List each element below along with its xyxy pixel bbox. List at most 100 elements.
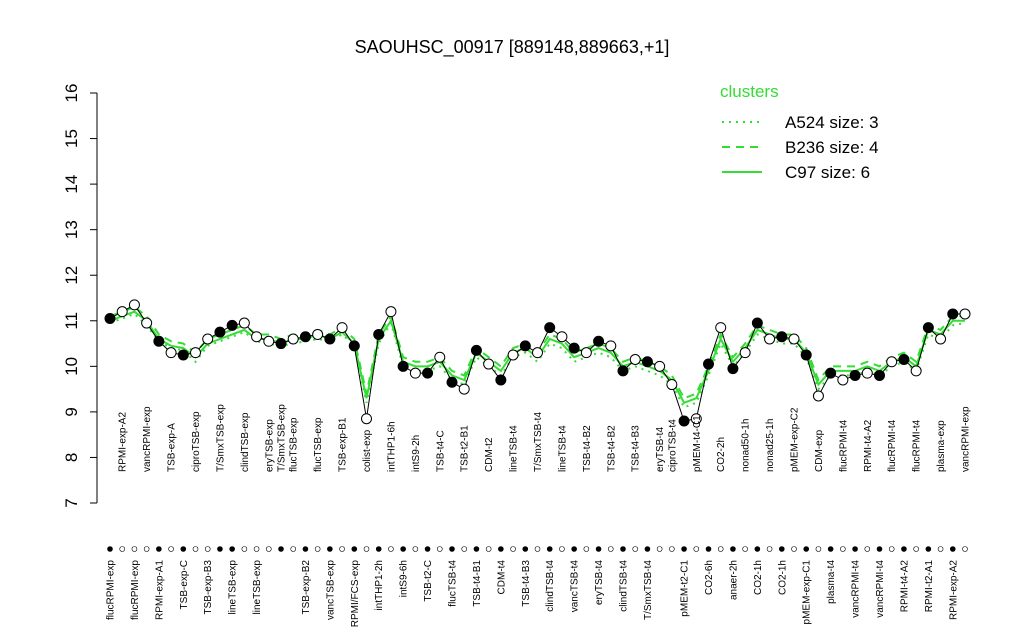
x-tick-label: vancRPMI-exp — [961, 406, 972, 472]
sample-dot — [143, 546, 150, 552]
x-tick-label: vancTSB-exp — [325, 560, 336, 620]
data-point — [727, 363, 739, 375]
data-point — [202, 333, 214, 345]
x-tick-label: flucRPMI-t4 — [912, 419, 923, 472]
legend-label: A524 size: 3 — [785, 113, 879, 132]
sample-dot — [595, 546, 602, 552]
sample-dot — [888, 546, 895, 552]
sample-dot — [766, 546, 773, 552]
x-tick-label: TSB-exp-B3 — [203, 560, 214, 615]
x-tick-label: TSB-t4-C — [435, 430, 446, 472]
x-tick-label: ciproTSB-t4 — [667, 419, 678, 472]
x-tick-label: RPMI-t2-A1 — [924, 560, 935, 613]
sample-dot — [510, 546, 516, 552]
data-point — [641, 356, 653, 368]
data-point — [104, 313, 116, 324]
sample-dot — [534, 546, 541, 552]
sample-dot — [656, 546, 663, 552]
sample-dot — [412, 546, 419, 552]
sample-dot — [962, 546, 968, 552]
data-point — [947, 308, 959, 320]
sample-dot — [681, 546, 687, 552]
x-tick-label: flucTSB-exp — [289, 417, 300, 472]
sample-dot — [290, 546, 297, 552]
sample-dot — [778, 546, 785, 552]
data-point — [678, 415, 690, 427]
data-point — [898, 354, 910, 365]
data-point — [825, 367, 837, 379]
data-point — [556, 331, 568, 343]
x-tick-label: pMEM-t2-C1 — [680, 560, 691, 617]
data-point — [287, 333, 299, 345]
data-point — [153, 335, 165, 347]
x-tick-label: TSB-exp-C — [179, 560, 190, 609]
x-tick-label: RPMI/FCS-exp — [350, 560, 361, 628]
x-tick-label: eryTSB-t4 — [594, 560, 605, 605]
data-point — [141, 317, 153, 329]
sample-dot — [204, 546, 211, 552]
data-point — [385, 306, 397, 318]
y-tick-label: 16 — [62, 84, 81, 103]
sample-dot — [852, 546, 858, 552]
x-tick-label: flucRPMI-t4 — [887, 419, 898, 472]
x-tick-label: TSB-exp-B1 — [338, 417, 349, 472]
y-tick-label: 14 — [62, 175, 81, 194]
data-point — [861, 367, 873, 379]
sample-dot — [669, 546, 675, 552]
sample-dot — [546, 546, 553, 552]
data-point — [507, 349, 519, 361]
data-point — [874, 369, 885, 381]
sample-dot — [253, 546, 260, 552]
x-tick-label: flucRPMI-t4 — [838, 419, 849, 472]
data-line — [109, 304, 965, 422]
data-point — [458, 383, 470, 395]
sample-dot — [363, 546, 370, 552]
data-point — [422, 367, 434, 379]
sample-dot — [375, 546, 382, 552]
data-point — [373, 328, 385, 340]
data-point — [190, 347, 201, 359]
data-point — [837, 374, 849, 386]
data-point — [165, 347, 177, 359]
sample-dot — [314, 546, 321, 552]
x-tick-label: clindTSB-t4 — [545, 560, 556, 612]
sample-dot — [620, 546, 626, 552]
sample-dot — [339, 546, 345, 552]
sample-dot — [473, 546, 480, 552]
sample-dot — [864, 546, 871, 552]
data-point — [849, 369, 861, 381]
y-tick-label: 11 — [62, 312, 81, 330]
data-point — [690, 413, 702, 425]
x-tick-label: T/SmxTSB-t4 — [643, 560, 654, 620]
sample-dot — [913, 546, 919, 552]
sample-dot — [876, 546, 883, 552]
data-point — [812, 390, 824, 402]
data-point — [324, 333, 336, 345]
x-tick-label: T/SmxTSB-exp — [215, 404, 226, 472]
sample-dot — [351, 546, 358, 552]
sample-dot — [632, 546, 639, 552]
sample-dot — [217, 546, 223, 552]
x-tick-label: vancTSB-t4 — [570, 560, 581, 613]
data-point — [128, 299, 140, 311]
x-tick-label: flucRPMI-exp — [106, 560, 117, 620]
x-tick-label: vancRPMI-t4 — [875, 560, 886, 618]
x-tick-label: plasma-t4 — [826, 560, 837, 604]
x-tick-label: T/SmxTSB-exp — [277, 404, 288, 472]
data-point — [910, 365, 922, 377]
sample-dot — [840, 546, 846, 552]
y-tick-label: 7 — [62, 498, 81, 507]
data-point — [226, 319, 238, 331]
data-point — [788, 333, 800, 345]
x-tick-label: lineTSB-exp — [228, 560, 239, 615]
sample-dot — [705, 546, 712, 552]
data-point — [519, 340, 531, 352]
x-tick-label: flucTSB-exp — [313, 417, 324, 472]
sample-dot — [559, 546, 565, 552]
x-tick-label: clindTSB-t4 — [619, 560, 630, 612]
sample-dot — [791, 546, 797, 552]
x-tick-label: TSB-t4-B1 — [472, 560, 483, 607]
sample-dot — [937, 546, 944, 552]
data-point — [776, 331, 788, 343]
data-point — [251, 331, 263, 343]
